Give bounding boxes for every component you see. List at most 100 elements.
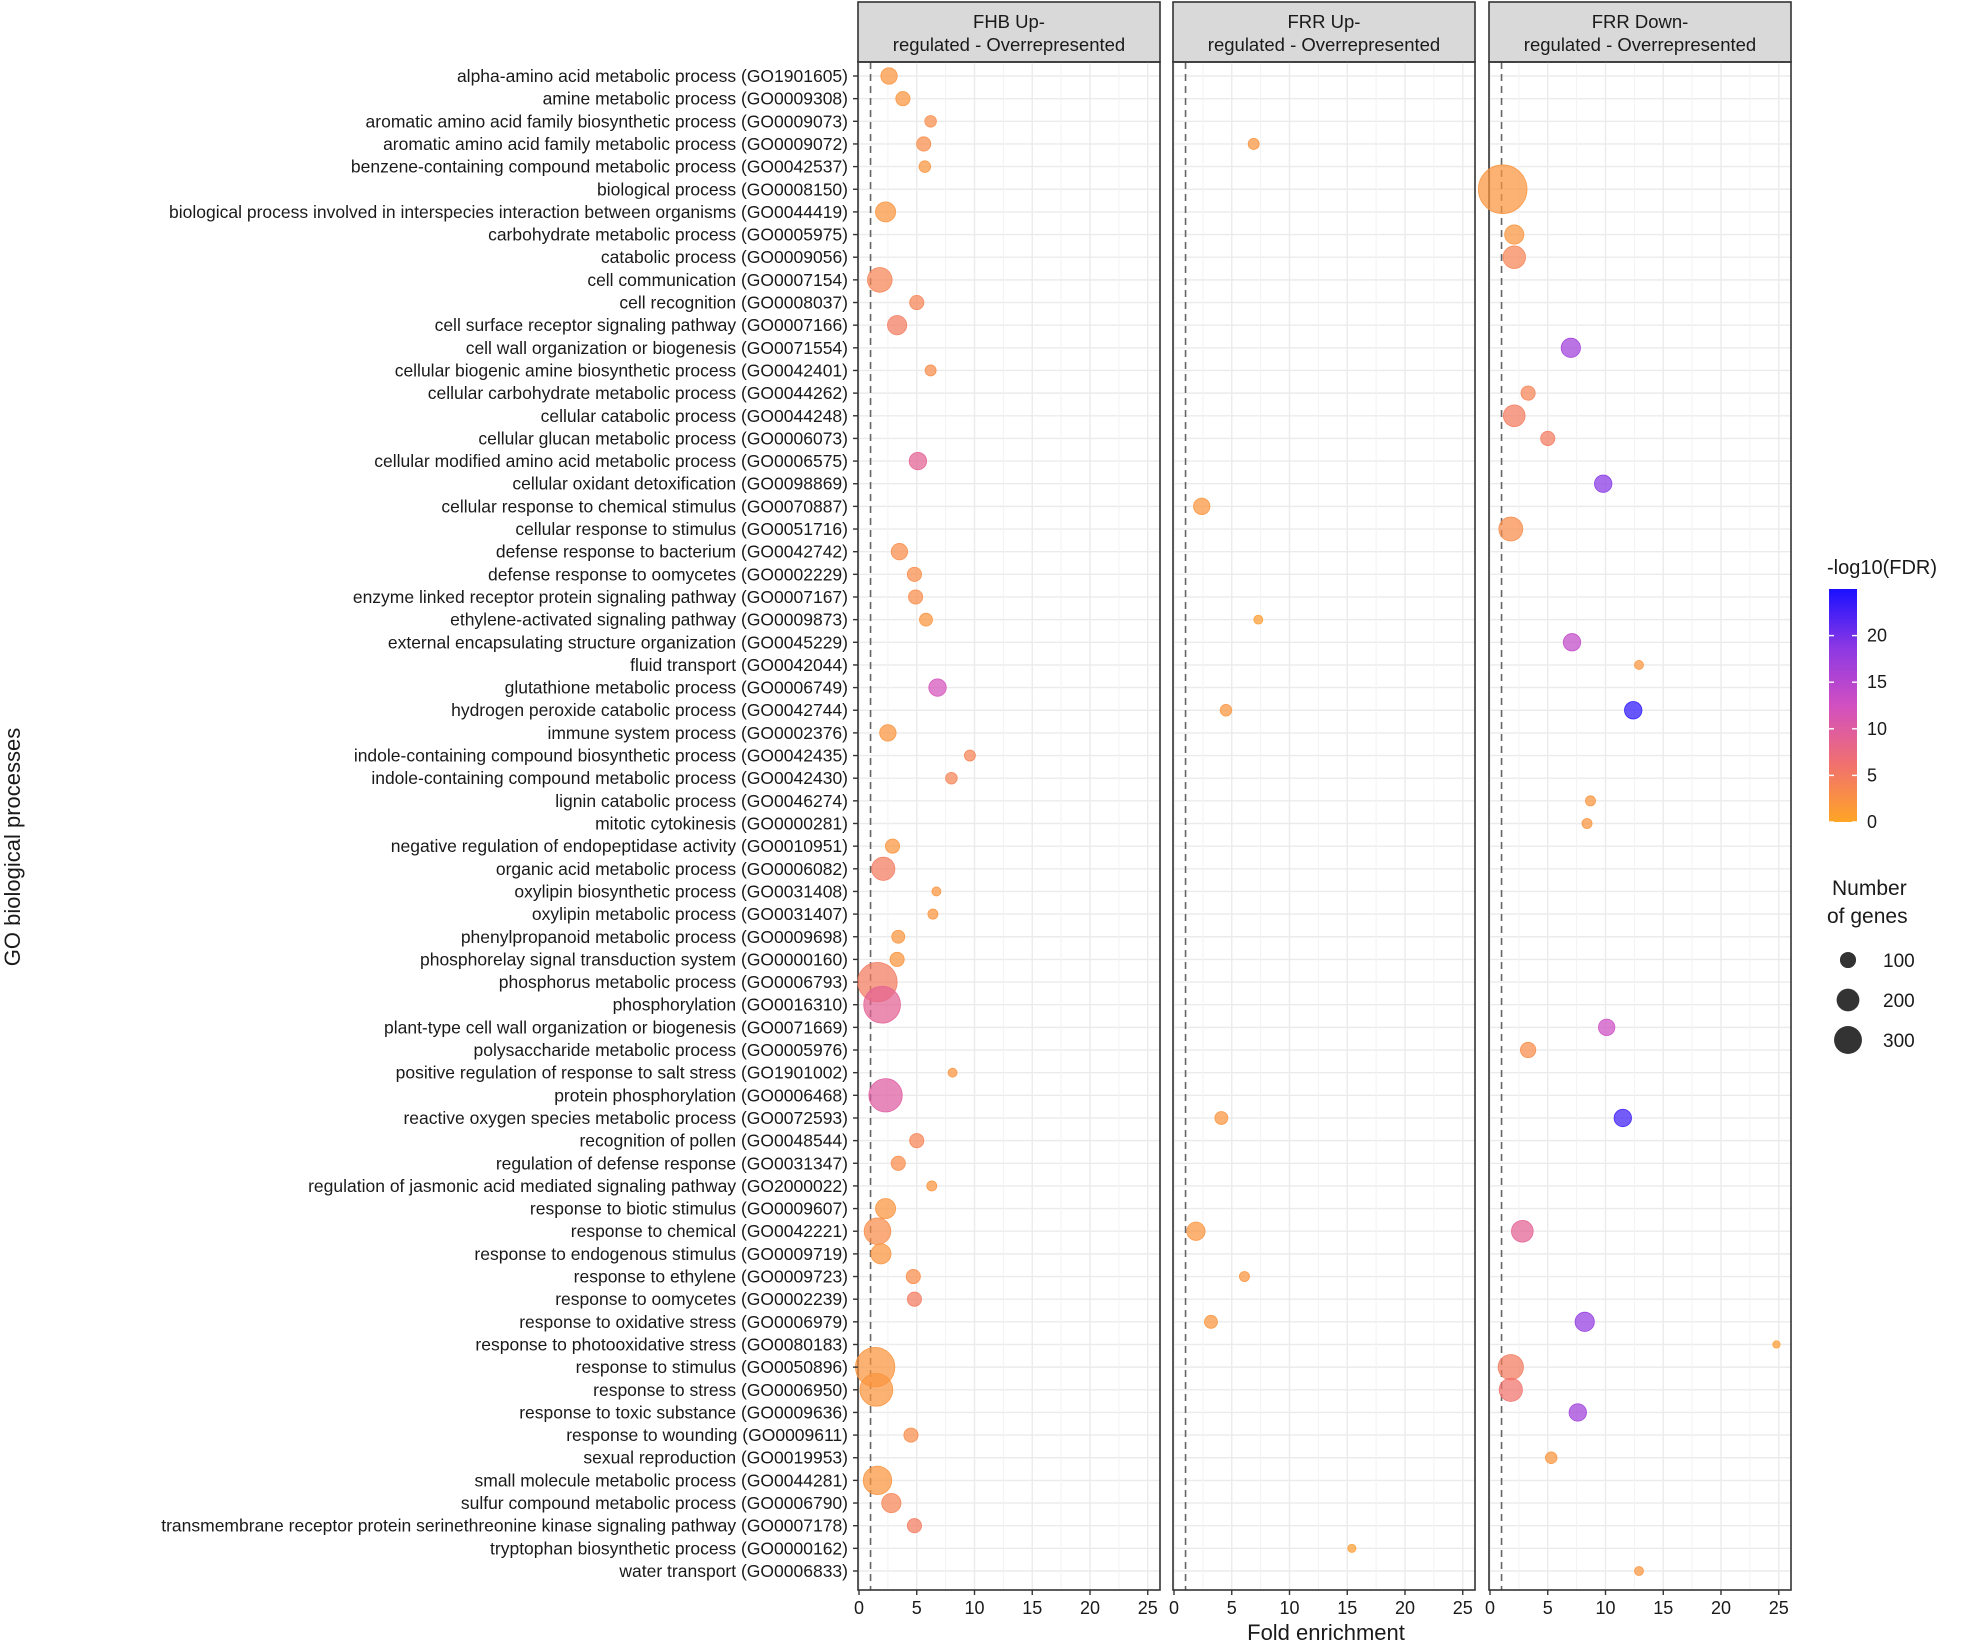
data-point <box>871 856 896 881</box>
data-point <box>1204 1314 1218 1329</box>
y-tick-label: response to ethylene (GO0009723) <box>574 1267 848 1287</box>
y-tick-label: lignin catabolic process (GO0046274) <box>555 791 848 811</box>
data-point <box>859 1372 894 1407</box>
data-point <box>890 1155 906 1171</box>
data-point <box>906 1291 922 1307</box>
y-tick-label: carbohydrate metabolic process (GO000597… <box>488 225 848 245</box>
data-point <box>875 201 897 223</box>
data-point <box>1634 1566 1644 1576</box>
data-point <box>909 1133 925 1149</box>
y-tick-label: regulation of jasmonic acid mediated sig… <box>308 1176 848 1196</box>
y-tick-label: defense response to bacterium (GO0042742… <box>496 542 848 562</box>
size-legend-title-line2: of genes <box>1827 905 1908 928</box>
y-tick-label: cellular oxidant detoxification (GO00988… <box>512 474 848 494</box>
x-axis-title: Fold enrichment <box>1247 1620 1405 1645</box>
x-tick-label: 20 <box>1080 1598 1100 1618</box>
y-tick-label: cellular glucan metabolic process (GO000… <box>478 428 848 448</box>
y-tick-label: response to photooxidative stress (GO008… <box>475 1334 848 1354</box>
data-point <box>908 589 924 605</box>
data-point <box>1624 701 1643 720</box>
size-legend-circle <box>1834 1026 1862 1054</box>
data-point <box>889 951 905 967</box>
y-tick-label: cellular response to stimulus (GO0051716… <box>515 519 848 539</box>
y-tick-label: positive regulation of response to salt … <box>396 1063 848 1083</box>
y-axis-title: GO biological processes <box>0 728 25 966</box>
data-point <box>1214 1111 1229 1125</box>
data-point <box>908 451 928 471</box>
data-point <box>1504 224 1525 245</box>
y-tick-label: protein phosphorylation (GO0006468) <box>554 1085 848 1105</box>
y-tick-label: biological process involved in interspec… <box>169 202 848 222</box>
panel-border <box>1488 61 1792 1591</box>
data-point <box>916 136 932 152</box>
x-tick-label: 0 <box>1485 1598 1495 1618</box>
data-point <box>947 1067 958 1078</box>
x-tick-label: 15 <box>1653 1598 1673 1618</box>
data-point <box>863 1217 892 1245</box>
y-tick-label: response to oxidative stress (GO0006979) <box>519 1312 848 1332</box>
y-tick-label: reactive oxygen species metabolic proces… <box>403 1108 848 1128</box>
data-point <box>909 294 925 311</box>
y-tick-label: cell wall organization or biogenesis (GO… <box>466 338 848 358</box>
data-point <box>1247 138 1260 150</box>
data-point <box>1502 404 1526 428</box>
y-tick-label: organic acid metabolic process (GO000608… <box>496 859 848 879</box>
color-legend-tick-label: 10 <box>1867 719 1887 739</box>
data-point <box>1520 1041 1537 1059</box>
x-tick-label: 20 <box>1395 1598 1415 1618</box>
y-tick-label: cell surface receptor signaling pathway … <box>435 315 848 335</box>
data-point <box>890 543 909 561</box>
data-point <box>884 838 901 854</box>
y-tick-label: recognition of pollen (GO0048544) <box>579 1131 848 1151</box>
y-tick-label: response to biotic stimulus (GO0009607) <box>530 1199 848 1219</box>
data-point <box>1594 474 1613 493</box>
data-point <box>862 1465 893 1496</box>
facet-panel-2: FRR Up-regulated - Overrepresented 0 5 10 15… <box>1169 1 1476 1618</box>
data-point <box>1540 430 1556 446</box>
y-tick-label: cellular response to chemical stimulus (… <box>441 496 848 516</box>
y-tick-label: polysaccharide metabolic process (GO0005… <box>474 1040 849 1060</box>
data-point <box>891 929 906 944</box>
facet-title-line: regulated - Overrepresented <box>1524 34 1756 55</box>
data-point <box>903 1427 919 1443</box>
color-legend: -log10(FDR) 0 5 10 15 20 <box>1827 557 1937 832</box>
data-point <box>1219 704 1233 717</box>
panel-border <box>857 61 1161 1591</box>
data-point <box>1598 1018 1616 1036</box>
series-points <box>855 67 976 1534</box>
y-tick-label: response to stimulus (GO0050896) <box>576 1357 848 1377</box>
data-point <box>867 267 893 293</box>
size-legend-label: 100 <box>1883 951 1915 972</box>
data-point <box>931 886 942 897</box>
color-legend-bar <box>1829 589 1857 822</box>
color-legend-tick-label: 0 <box>1867 812 1877 832</box>
y-tick-label: external encapsulating structure organiz… <box>388 632 848 652</box>
facet-title-line: regulated - Overrepresented <box>1208 34 1440 55</box>
x-tick-label: 20 <box>1711 1598 1731 1618</box>
y-tick-label: indole-containing compound metabolic pro… <box>371 768 848 788</box>
x-tick-label: 15 <box>1022 1598 1042 1618</box>
size-legend-label: 200 <box>1883 991 1915 1012</box>
data-point <box>1560 337 1581 358</box>
y-tick-label: aromatic amino acid family metabolic pro… <box>383 134 848 154</box>
data-point <box>895 91 911 107</box>
facet-panel-1: FHB Up-regulated - Overrepresented 0 5 10 15… <box>854 1 1161 1618</box>
y-tick-label: transmembrane receptor protein serinethr… <box>161 1516 848 1536</box>
y-tick-label: sulfur compound metabolic process (GO000… <box>461 1493 848 1513</box>
y-tick-label: negative regulation of endopeptidase act… <box>391 836 848 856</box>
data-point <box>1581 818 1593 829</box>
data-point <box>1562 633 1582 652</box>
y-tick-label: alpha-amino acid metabolic process (GO19… <box>457 66 848 86</box>
data-point <box>1239 1271 1250 1282</box>
data-point <box>906 1518 922 1534</box>
size-legend: Number of genes 100 200 300 <box>1827 877 1915 1054</box>
data-point <box>1498 1377 1523 1402</box>
data-point <box>887 315 908 336</box>
data-point <box>875 1198 897 1220</box>
y-tick-label: response to oomycetes (GO0002239) <box>555 1289 848 1309</box>
y-tick-label: aromatic amino acid family biosynthetic … <box>366 111 848 131</box>
y-tick-label: phosphorelay signal transduction system … <box>420 949 848 969</box>
x-tick-label: 10 <box>1595 1598 1615 1618</box>
data-point <box>924 115 937 128</box>
